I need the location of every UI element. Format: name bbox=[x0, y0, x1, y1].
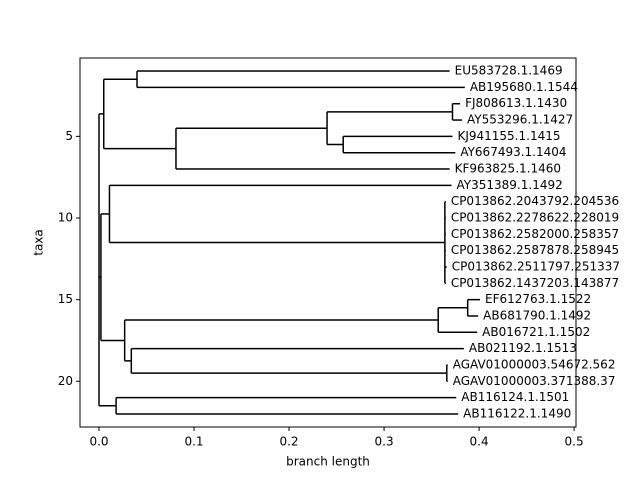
taxon-label: AY351389.1.1492 bbox=[457, 178, 563, 192]
taxon-label: AB021192.1.1513 bbox=[469, 341, 577, 355]
y-axis-label: taxa bbox=[32, 229, 46, 256]
y-tick-label: 15 bbox=[58, 292, 73, 306]
taxon-label: CP013862.1437203.143877 bbox=[451, 276, 619, 290]
taxon-label: AB116122.1.1490 bbox=[463, 406, 571, 420]
x-tick-label: 0.1 bbox=[184, 435, 203, 449]
taxon-label: AB016721.1.1502 bbox=[482, 325, 590, 339]
taxon-label: FJ808613.1.1430 bbox=[465, 96, 567, 110]
x-tick-label: 0.4 bbox=[470, 435, 489, 449]
taxon-label: KJ941155.1.1415 bbox=[457, 129, 560, 143]
x-tick-label: 0.0 bbox=[89, 435, 108, 449]
taxon-label: AB195680.1.1544 bbox=[470, 80, 578, 94]
x-tick-label: 0.2 bbox=[279, 435, 298, 449]
taxon-label: CP013862.2582000.258357 bbox=[451, 227, 619, 241]
taxon-label: AGAV01000003.54672.562 bbox=[453, 357, 616, 371]
taxon-label: CP013862.2043792.204536 bbox=[451, 194, 619, 208]
y-tick-label: 10 bbox=[58, 211, 73, 225]
taxon-label: AB681790.1.1492 bbox=[483, 308, 591, 322]
taxon-label: AY553296.1.1427 bbox=[467, 113, 573, 127]
taxon-label: AGAV01000003.371388.37 bbox=[453, 374, 616, 388]
x-tick-label: 0.3 bbox=[375, 435, 394, 449]
taxon-label: KF963825.1.1460 bbox=[455, 162, 561, 176]
taxon-label: EF612763.1.1522 bbox=[485, 292, 591, 306]
taxon-label: AB116124.1.1501 bbox=[461, 390, 569, 404]
plot-frame bbox=[79, 57, 577, 428]
taxon-label: AY667493.1.1404 bbox=[460, 145, 566, 159]
taxon-label: CP013862.2511797.251337 bbox=[452, 259, 620, 273]
x-axis-label: branch length bbox=[286, 455, 370, 469]
taxon-label: EU583728.1.1469 bbox=[455, 64, 563, 78]
taxon-label: CP013862.2587878.258945 bbox=[451, 243, 619, 257]
x-tick-label: 0.5 bbox=[565, 435, 584, 449]
y-tick-label: 20 bbox=[58, 374, 73, 388]
y-tick-label: 5 bbox=[65, 129, 73, 143]
taxon-label: CP013862.2278622.228019 bbox=[451, 211, 619, 225]
